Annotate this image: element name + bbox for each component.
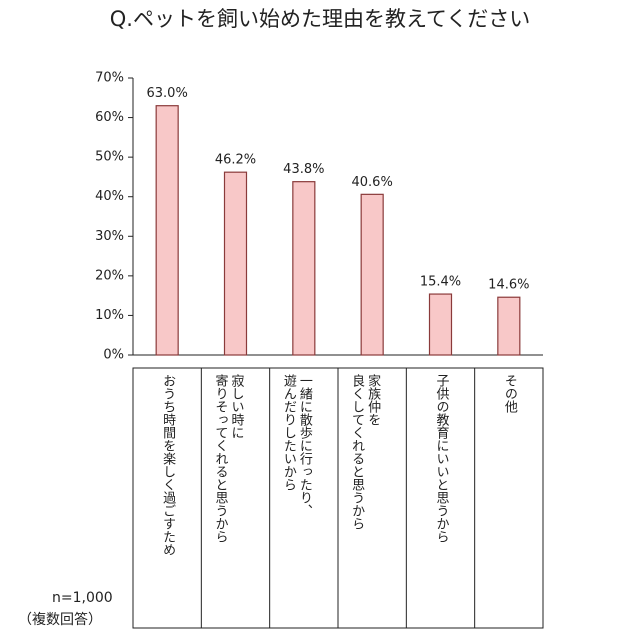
value-label: 40.6% xyxy=(352,175,393,190)
chart-title: Q.ペットを飼い始めた理由を教えてください xyxy=(110,7,531,31)
x-tick-label: 一緒に散歩に行ったり、 遊んだりしたいから xyxy=(280,374,312,517)
y-tick-label: 10% xyxy=(95,308,124,323)
bar xyxy=(360,193,384,356)
y-tick-label: 70% xyxy=(95,71,124,86)
bar xyxy=(155,105,179,356)
x-tick-label: 子供の教育にいいと思うから xyxy=(433,374,449,543)
y-tick-label: 40% xyxy=(95,189,124,204)
answer-note: （複数回答） xyxy=(18,612,102,628)
y-tick-label: 30% xyxy=(95,229,124,244)
x-tick-label: その他 xyxy=(501,374,517,413)
value-label: 63.0% xyxy=(147,86,188,101)
y-tick-label: 60% xyxy=(95,110,124,125)
x-tick-label: 家族仲を 良くしてくれると思うから xyxy=(349,374,381,530)
bar xyxy=(292,181,316,356)
sample-note: n=1,000 xyxy=(52,590,113,606)
x-tick-label: 寂しい時に 寄りそってくれると思うから xyxy=(212,374,244,543)
value-label: 15.4% xyxy=(420,275,461,290)
bar xyxy=(223,171,248,356)
y-tick-label: 20% xyxy=(95,268,124,283)
x-tick-label: おうち時間を楽しく過ごすため xyxy=(160,374,176,556)
value-label: 43.8% xyxy=(283,162,324,177)
value-label: 46.2% xyxy=(215,153,256,168)
bar xyxy=(428,293,453,356)
y-tick-label: 50% xyxy=(95,150,124,165)
y-tick-label: 0% xyxy=(103,348,124,363)
bar xyxy=(497,296,521,356)
value-label: 14.6% xyxy=(488,278,529,293)
